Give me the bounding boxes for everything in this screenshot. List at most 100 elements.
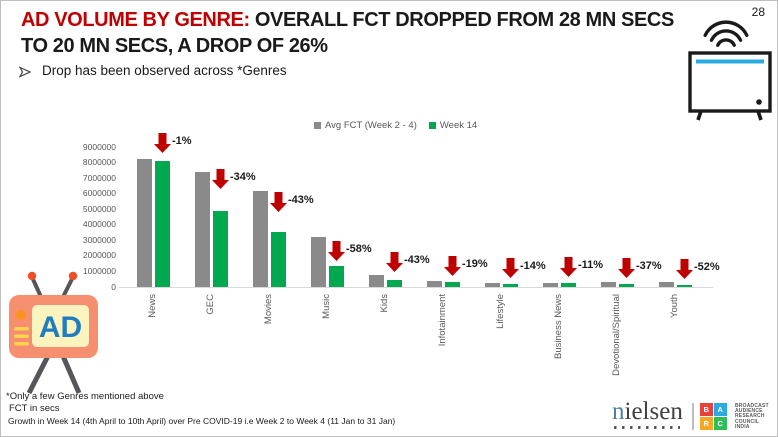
title-line-2: TO 20 MN SECS, A DROP OF 26%: [21, 35, 328, 57]
bar-week14-music: [328, 266, 344, 287]
y-axis-tick-label: 5000000: [82, 203, 116, 214]
ad-tv-leg-left: [26, 354, 51, 395]
y-axis-tick-label: 4000000: [82, 219, 116, 230]
y-axis-tick-label: 2000000: [82, 250, 116, 261]
drop-arrow-icon: [211, 168, 229, 189]
y-axis-tick-label: 9000000: [82, 141, 116, 152]
barc-logo: B A R C: [700, 403, 727, 430]
nielsen-logo-rest: ielsen: [624, 398, 683, 425]
ad-tv-vent-1: [14, 327, 29, 331]
y-axis-tick-label: 8000000: [82, 157, 116, 168]
bar-avg-fct-movies: [252, 190, 268, 287]
signal-arc-medium: [709, 29, 743, 42]
signal-arc-large: [703, 20, 749, 37]
change-percent-label: -19%: [462, 257, 488, 270]
barc-org-line: COUNCIL: [735, 418, 760, 425]
legend-item-week14: Week 14: [428, 120, 478, 131]
bullet-text: Drop has been observed across *Genres: [42, 63, 287, 78]
x-axis-category-label: Infotainment: [437, 294, 448, 347]
bullet-arrow-icon: [19, 66, 31, 78]
signal-arc-small: [716, 38, 736, 47]
title-line-1: AD VOLUME BY GENRE: OVERALL FCT DROPPED …: [21, 7, 701, 33]
bar-avg-fct-business-news: [542, 282, 558, 287]
tv-power-dot: [756, 99, 762, 105]
bar-avg-fct-gec: [194, 171, 210, 287]
change-percent-label: -14%: [520, 259, 546, 272]
ad-tv-screen: [32, 305, 89, 347]
barc-square-r: R: [700, 417, 713, 430]
change-percent-label: -43%: [404, 254, 430, 266]
drop-arrow-icon: [443, 255, 461, 276]
ad-tv-antenna-left: [30, 276, 43, 298]
page-number: 28: [751, 5, 765, 19]
drop-arrow-icon: [501, 257, 519, 278]
drop-arrow-icon: [385, 252, 403, 272]
barc-org-line: INDIA: [735, 423, 750, 430]
bar-week14-devotional-spiritual: [618, 283, 634, 287]
ad-tv-vent-2: [14, 334, 29, 338]
y-axis-tick-label: 6000000: [82, 188, 116, 199]
change-percent-label: -43%: [288, 193, 314, 206]
y-axis-tick-label: 3000000: [82, 234, 116, 245]
footnote-genres: *Only a few Genres mentioned above: [6, 391, 164, 402]
bar-avg-fct-lifestyle: [484, 282, 500, 287]
slide-title: AD VOLUME BY GENRE: OVERALL FCT DROPPED …: [21, 7, 701, 59]
drop-arrow-icon: [269, 191, 287, 212]
x-axis-category-label: News: [147, 294, 158, 318]
bar-week14-gec: [212, 210, 228, 287]
x-axis-category-label: Kids: [379, 294, 390, 313]
footnotes: *Only a few Genres mentioned above FCT i…: [6, 391, 395, 426]
ad-tv-antenna-tip-left: [27, 271, 37, 281]
drop-arrow-icon: [153, 133, 171, 153]
bar-avg-fct-infotainment: [426, 280, 442, 287]
bar-week14-youth: [676, 284, 692, 287]
tv-signal-icon: [688, 20, 772, 121]
bar-avg-fct-youth: [658, 282, 674, 287]
drop-arrow-icon: [559, 257, 577, 278]
tv-leg-right: [756, 110, 763, 121]
tv-leg-left: [696, 110, 703, 121]
legend-label: Avg FCT (Week 2 - 4): [325, 120, 417, 131]
barc-org-line: AUDIENCE: [735, 408, 763, 415]
bar-week14-news: [154, 161, 170, 287]
ad-tv-vent-3: [14, 342, 29, 346]
x-axis-category-label: Movies: [263, 294, 274, 325]
change-percent-label: -58%: [346, 243, 372, 255]
drop-arrow-icon: [327, 241, 345, 261]
nielsen-dots: [614, 426, 680, 429]
change-percent-label: -37%: [636, 259, 662, 272]
bar-week14-lifestyle: [502, 283, 518, 287]
ad-tv-antenna-tip-right: [68, 271, 78, 281]
legend-marker-green: [428, 122, 436, 129]
title-black-part: OVERALL FCT DROPPED FROM 28 MN SECS: [249, 9, 674, 31]
barc-square-b: B: [700, 403, 713, 416]
bullet-line: Drop has been observed across *Genres: [19, 63, 287, 78]
title-red-part: AD VOLUME BY GENRE:: [21, 9, 250, 31]
barc-square-c: C: [714, 417, 727, 430]
bar-week14-business-news: [560, 283, 576, 287]
x-axis-category-label: Devotional/Spiritual: [611, 294, 622, 376]
ad-tv-leg-right: [60, 355, 82, 394]
logo-divider: [692, 403, 694, 430]
change-percent-label: -52%: [694, 260, 720, 273]
x-axis-category-label: Youth: [669, 294, 680, 318]
bar-week14-infotainment: [444, 281, 460, 287]
y-axis-tick-label: 0: [111, 281, 116, 292]
bar-week14-kids: [386, 280, 402, 287]
ad-tv-knob: [16, 310, 26, 320]
x-axis-category-label: Business News: [553, 294, 564, 359]
x-axis-category-label: Music: [321, 294, 332, 319]
legend-item-avg-fct: Avg FCT (Week 2 - 4): [314, 120, 417, 131]
bar-avg-fct-kids: [368, 274, 384, 287]
x-axis-category-label: GEC: [205, 294, 216, 315]
x-axis-line: [119, 287, 713, 288]
barc-org-line: RESEARCH: [735, 413, 765, 420]
drop-arrow-icon: [675, 258, 693, 279]
y-axis-tick-label: 1000000: [82, 265, 116, 276]
change-percent-label: -11%: [578, 259, 604, 272]
legend-label: Week 14: [439, 120, 478, 131]
x-axis-category-label: Lifestyle: [495, 294, 506, 329]
footnote-fct: FCT in secs: [9, 403, 60, 414]
